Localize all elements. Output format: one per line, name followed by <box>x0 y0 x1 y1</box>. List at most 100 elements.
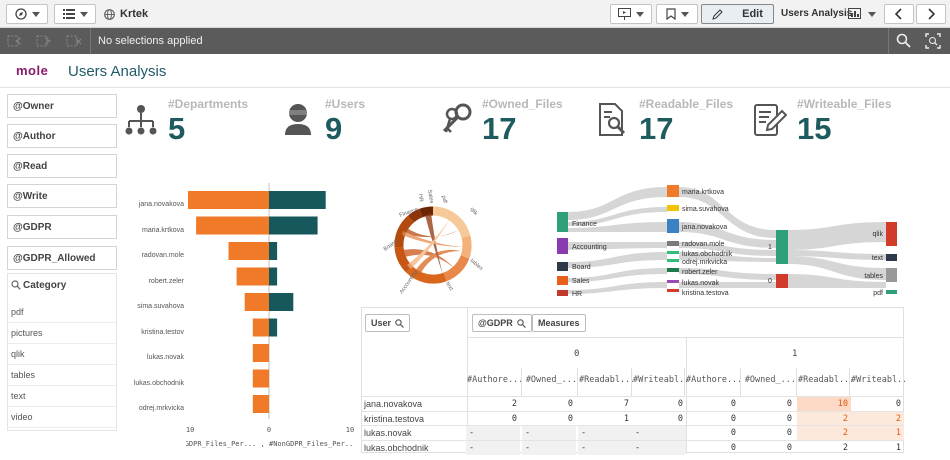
sankey-node-text[interactable] <box>886 254 897 261</box>
bar[interactable] <box>252 369 269 388</box>
pivot-cell: - <box>632 440 686 455</box>
kpi-value-owned-files: 17 <box>482 111 517 146</box>
previous-sheet-button[interactable] <box>884 4 914 24</box>
bar[interactable] <box>228 242 270 260</box>
filter-write[interactable]: @Write <box>7 184 117 208</box>
table-row[interactable]: jana.novakova 2 0 7 0 0 0 10 0 <box>361 396 904 411</box>
sankey-node-radovan[interactable] <box>667 241 679 246</box>
sankey-node-robert[interactable] <box>667 268 679 272</box>
smart-search-icon[interactable] <box>925 33 941 49</box>
category-item[interactable]: pictures <box>7 323 117 344</box>
category-item[interactable]: tables <box>7 365 117 386</box>
filter-author[interactable]: @Author <box>7 124 117 148</box>
pivot-measure-header[interactable]: #Writeabl... <box>633 375 687 385</box>
sheets-menu-button[interactable] <box>54 4 96 24</box>
sankey-node-gdpr-0[interactable] <box>776 274 788 288</box>
bar[interactable] <box>269 216 318 235</box>
sankey-node-accounting[interactable] <box>557 238 568 254</box>
bar[interactable] <box>252 395 269 413</box>
sankey-node-maria[interactable] <box>667 185 679 197</box>
step-back-icon[interactable] <box>7 34 23 48</box>
category-item[interactable]: pdf <box>7 302 117 323</box>
bar[interactable] <box>196 216 269 235</box>
bar[interactable] <box>269 318 278 337</box>
bookmark-button[interactable] <box>656 4 698 24</box>
edit-button[interactable]: Edit <box>701 4 774 24</box>
sheet-dropdown-icon[interactable] <box>868 12 876 17</box>
pivot-measure-header[interactable]: #Authore... <box>467 375 521 385</box>
sankey-node-pdf[interactable] <box>886 290 897 294</box>
category-item[interactable]: video <box>7 407 117 428</box>
chord-label-hr: HR <box>417 194 424 202</box>
bar[interactable] <box>269 242 278 260</box>
sankey-label-sales: Sales <box>572 278 590 285</box>
sankey-node-kristina[interactable] <box>667 289 679 292</box>
pivot-cell: 0 <box>730 428 736 438</box>
filter-read[interactable]: @Read <box>7 154 117 178</box>
clear-selections-icon[interactable] <box>66 34 82 48</box>
compass-icon <box>14 8 27 20</box>
table-row[interactable]: lukas.novak - - - -0 0 2 1 <box>361 425 904 440</box>
sankey-node-sima[interactable] <box>667 205 679 211</box>
navigation-button[interactable] <box>6 4 48 24</box>
pivot-cell: 10 <box>797 397 851 411</box>
pivot-measures-button[interactable]: Measures <box>532 314 586 332</box>
sankey-node-finance[interactable] <box>557 212 568 232</box>
chord-arc-text[interactable] <box>443 255 470 282</box>
sankey-label-qlik: qlik <box>872 231 883 238</box>
search-icon[interactable] <box>11 280 21 290</box>
bar[interactable] <box>188 191 269 209</box>
sankey-label-lukas-obchodnik: lukas.obchodnik <box>682 251 733 258</box>
bar[interactable] <box>252 344 269 362</box>
sankey-node-qlik[interactable] <box>886 222 897 246</box>
bar[interactable] <box>269 267 278 286</box>
present-button[interactable] <box>610 4 652 24</box>
table-row[interactable]: lukas.obchodnik - - - -0 0 2 1 <box>361 439 904 455</box>
filter-gdpr-allowed[interactable]: @GDPR_Allowed <box>7 246 117 270</box>
sankey-node-lukas-obchodnik[interactable] <box>667 251 679 254</box>
sankey-node-gdpr-1[interactable] <box>776 230 788 264</box>
sankey-node-jana[interactable] <box>667 219 679 233</box>
pivot-measure-header[interactable]: #Authore... <box>686 375 740 385</box>
sankey-node-tables[interactable] <box>886 268 897 282</box>
sankey-node-sales[interactable] <box>557 276 568 285</box>
pivot-cell: 2 <box>850 411 904 426</box>
pivot-cell: 0 <box>567 413 573 424</box>
table-row[interactable]: kristina.testova 0 0 1 0 0 0 2 2 <box>361 410 904 426</box>
pivot-measure-header[interactable]: #Owned_... <box>525 375 577 385</box>
chord-arc-sales[interactable] <box>419 206 434 218</box>
pivot-measure-header[interactable]: #Readabl... <box>579 375 633 385</box>
chord-arc-board[interactable] <box>394 246 413 273</box>
sankey-node-board[interactable] <box>557 262 568 271</box>
bar[interactable] <box>269 191 326 209</box>
chord-arc-finance[interactable] <box>394 215 415 248</box>
step-forward-icon[interactable] <box>36 34 52 48</box>
kpi-label-users: #Users <box>325 97 366 111</box>
sankey-node-hr[interactable] <box>557 290 568 296</box>
chord-arc-hr[interactable] <box>408 208 423 223</box>
bar-tick-label: 10 <box>346 426 354 434</box>
bar[interactable] <box>244 293 269 311</box>
chord-arc-accounting[interactable] <box>405 265 447 284</box>
bar[interactable] <box>269 293 294 311</box>
filter-gdpr[interactable]: @GDPR <box>7 215 117 239</box>
next-sheet-button[interactable] <box>916 4 946 24</box>
pivot-measure-header[interactable]: #Readabl... <box>798 375 852 385</box>
chord-arc-tables[interactable] <box>460 235 472 259</box>
search-icon[interactable] <box>896 33 911 48</box>
category-item[interactable]: text <box>7 386 117 407</box>
pivot-cell: 0 <box>786 413 792 424</box>
pivot-row-dimension-label: User <box>371 318 392 328</box>
pivot-measure-header[interactable]: #Owned_... <box>744 375 796 385</box>
chord-arc-qlik[interactable] <box>432 206 471 239</box>
sankey-node-odrej[interactable] <box>667 259 679 262</box>
pivot-measure-header[interactable]: #Writeabl... <box>851 375 905 385</box>
pivot-row-dimension-button[interactable]: User <box>365 314 411 332</box>
filter-owner[interactable]: @Owner <box>7 94 117 118</box>
category-item[interactable]: qlik <box>7 344 117 365</box>
sheet-selector-label[interactable]: Users Analysis <box>781 8 853 19</box>
bar[interactable] <box>252 318 269 337</box>
sankey-node-lukas-novak[interactable] <box>667 280 679 283</box>
pivot-column-dimension-button[interactable]: @GDPR <box>472 314 532 332</box>
bar[interactable] <box>236 267 269 286</box>
